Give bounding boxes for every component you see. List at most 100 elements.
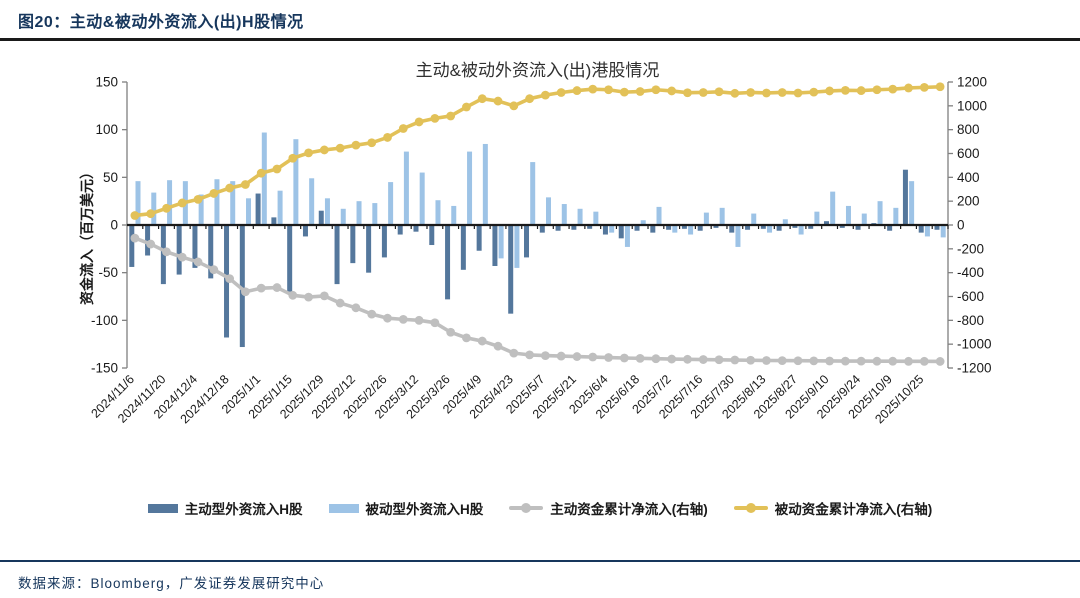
bar [445, 225, 451, 300]
line-marker [509, 101, 519, 111]
left-axis-tick-label: 0 [110, 218, 118, 233]
line-marker [177, 198, 187, 208]
bar [255, 193, 261, 225]
line-marker [683, 88, 692, 98]
line-marker [288, 290, 298, 300]
line-marker [714, 87, 724, 97]
bar [498, 225, 504, 259]
bar [508, 225, 514, 314]
bar [340, 208, 346, 225]
line-marker [762, 88, 771, 98]
line-marker [446, 327, 456, 337]
active-cum-line [130, 233, 945, 366]
line-marker [698, 355, 708, 364]
bar [192, 225, 198, 268]
bar [767, 225, 773, 233]
bar [530, 162, 536, 225]
line-marker [130, 233, 140, 243]
line-marker [162, 203, 171, 213]
bar [271, 217, 277, 225]
line-marker [651, 354, 661, 364]
line-marker [619, 87, 629, 97]
line-marker [146, 209, 156, 219]
line-marker [572, 86, 582, 95]
right-axis-tick-label: 400 [957, 170, 980, 185]
line-marker [446, 111, 456, 121]
bar [602, 225, 608, 235]
line-marker [540, 90, 550, 100]
line-marker [383, 313, 392, 323]
passive-line-swatch [733, 503, 768, 513]
bar [318, 210, 324, 225]
left-axis-tick-label: -50 [98, 265, 118, 280]
bar [167, 180, 173, 225]
line-marker [809, 356, 819, 366]
line-marker [935, 357, 945, 366]
bar [666, 225, 672, 230]
line-marker [256, 168, 266, 178]
bar [940, 225, 946, 238]
line-marker [335, 298, 345, 308]
line-marker [540, 351, 550, 361]
bar [798, 225, 804, 235]
line-marker [462, 333, 471, 343]
line-marker [209, 189, 219, 198]
line-marker [367, 138, 377, 148]
left-axis-title: 资金流入（百万美元） [79, 165, 95, 305]
bar [845, 205, 851, 225]
bar [151, 192, 157, 225]
data-source: 数据来源：Bloomberg，广发证券发展研究中心 [18, 576, 325, 591]
line-marker [272, 164, 282, 174]
bar [176, 225, 182, 275]
line-marker [304, 148, 313, 158]
line-marker [525, 94, 535, 104]
bar [482, 143, 488, 225]
right-axis-tick-label: 600 [957, 146, 980, 161]
bar [350, 225, 356, 264]
bar [697, 225, 703, 231]
line-marker [367, 309, 377, 319]
bar [650, 225, 656, 233]
line-marker [730, 88, 740, 98]
right-axis-tick-label: 800 [957, 122, 980, 137]
bar [735, 225, 741, 247]
line-marker [288, 153, 298, 163]
legend-label: 被动资金累计净流入(右轴) [774, 502, 933, 517]
bar [208, 225, 214, 279]
bar [839, 225, 845, 228]
bar [656, 206, 662, 225]
line-marker [383, 133, 392, 142]
bar [593, 211, 599, 225]
bar [356, 201, 362, 225]
bar [324, 198, 330, 225]
bar [561, 204, 567, 225]
line-marker [919, 356, 929, 366]
line-marker [209, 265, 219, 275]
bar [555, 225, 561, 231]
right-axis-tick-label: -200 [957, 241, 984, 256]
line-marker [888, 356, 898, 366]
line-marker [588, 352, 598, 362]
legend-label: 主动资金累计净流入(右轴) [550, 502, 708, 517]
line-marker [130, 211, 140, 220]
bar [214, 179, 220, 225]
bar [577, 208, 583, 225]
bar [624, 225, 630, 247]
right-axis-tick-label: 0 [957, 218, 965, 233]
bar [539, 225, 545, 233]
right-axis-tick-label: -1000 [957, 337, 992, 352]
bar [514, 225, 520, 268]
bar [492, 225, 498, 266]
bar [808, 225, 814, 229]
line-marker [840, 356, 850, 366]
active-line-swatch [509, 503, 544, 513]
bar [239, 225, 245, 348]
bar [618, 225, 624, 239]
line-marker [809, 87, 819, 97]
passive-bar-swatch [328, 503, 359, 513]
bar [924, 225, 930, 237]
bar [640, 220, 646, 225]
bar [672, 225, 678, 233]
left-axis-tick-label: 100 [95, 122, 118, 137]
bar [587, 225, 593, 229]
